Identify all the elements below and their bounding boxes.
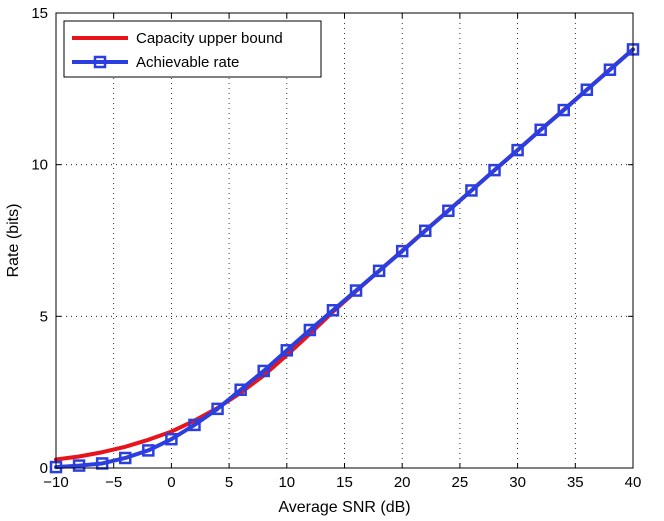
series-layer bbox=[49, 43, 640, 474]
achievable-rate-marker bbox=[118, 451, 132, 465]
y-tick-label: 15 bbox=[31, 5, 48, 22]
achievable-rate-marker bbox=[534, 123, 547, 137]
legend-label-achievable: Achievable rate bbox=[136, 54, 239, 71]
x-tick-label: −10 bbox=[43, 474, 68, 491]
x-tick-label: 40 bbox=[625, 474, 642, 491]
achievable-rate-marker bbox=[234, 383, 247, 396]
legend-marker-achievable bbox=[93, 55, 107, 69]
achievable-rate-marker bbox=[280, 344, 294, 357]
achievable-rate-marker bbox=[165, 432, 178, 446]
achievable-rate-marker bbox=[211, 402, 224, 416]
achievable-rate-marker bbox=[580, 83, 594, 96]
achievable-rate-marker bbox=[557, 103, 571, 117]
tick-layer: −10 −5 0 5 10 15 20 25 30 35 40 0 5 10 15 bbox=[31, 5, 641, 491]
x-tick-label: 35 bbox=[567, 474, 584, 491]
x-tick-label: 20 bbox=[394, 474, 411, 491]
x-tick-label: 25 bbox=[452, 474, 469, 491]
achievable-rate-marker bbox=[372, 264, 386, 278]
x-tick-label: −5 bbox=[105, 474, 122, 491]
y-tick-label: 5 bbox=[40, 308, 48, 325]
legend-box bbox=[63, 20, 322, 78]
x-tick-label: 5 bbox=[225, 474, 233, 491]
achievable-rate-marker bbox=[326, 304, 340, 317]
x-tick-label: 15 bbox=[336, 474, 353, 491]
achievable-rate-marker bbox=[488, 163, 501, 177]
achievable-rate-marker bbox=[142, 444, 155, 457]
legend-label-capacity: Capacity upper bound bbox=[136, 30, 283, 47]
x-axis-label: Average SNR (dB) bbox=[278, 499, 410, 516]
grid-layer bbox=[56, 13, 633, 468]
achievable-rate-marker bbox=[603, 63, 617, 76]
achievable-rate-marker bbox=[465, 184, 478, 197]
achievable-rate-marker bbox=[303, 323, 317, 337]
y-tick-label: 10 bbox=[31, 157, 48, 174]
x-tick-label: 0 bbox=[167, 474, 175, 491]
y-tick-label: 0 bbox=[40, 460, 48, 477]
achievable-rate-marker bbox=[72, 459, 86, 472]
achievable-rate-marker bbox=[349, 284, 363, 297]
achievable-rate-marker bbox=[419, 224, 432, 238]
x-tick-label: 10 bbox=[278, 474, 295, 491]
achievable-rate-marker bbox=[442, 204, 455, 218]
achievable-rate-marker bbox=[188, 418, 201, 432]
achievable-rate-marker bbox=[257, 364, 270, 378]
x-tick-label: 30 bbox=[509, 474, 526, 491]
legend: Capacity upper bound Achievable rate bbox=[63, 20, 322, 78]
achievable-rate-marker bbox=[395, 244, 409, 258]
achievable-rate-marker bbox=[511, 143, 524, 157]
y-axis-label: Rate (bits) bbox=[5, 204, 22, 278]
